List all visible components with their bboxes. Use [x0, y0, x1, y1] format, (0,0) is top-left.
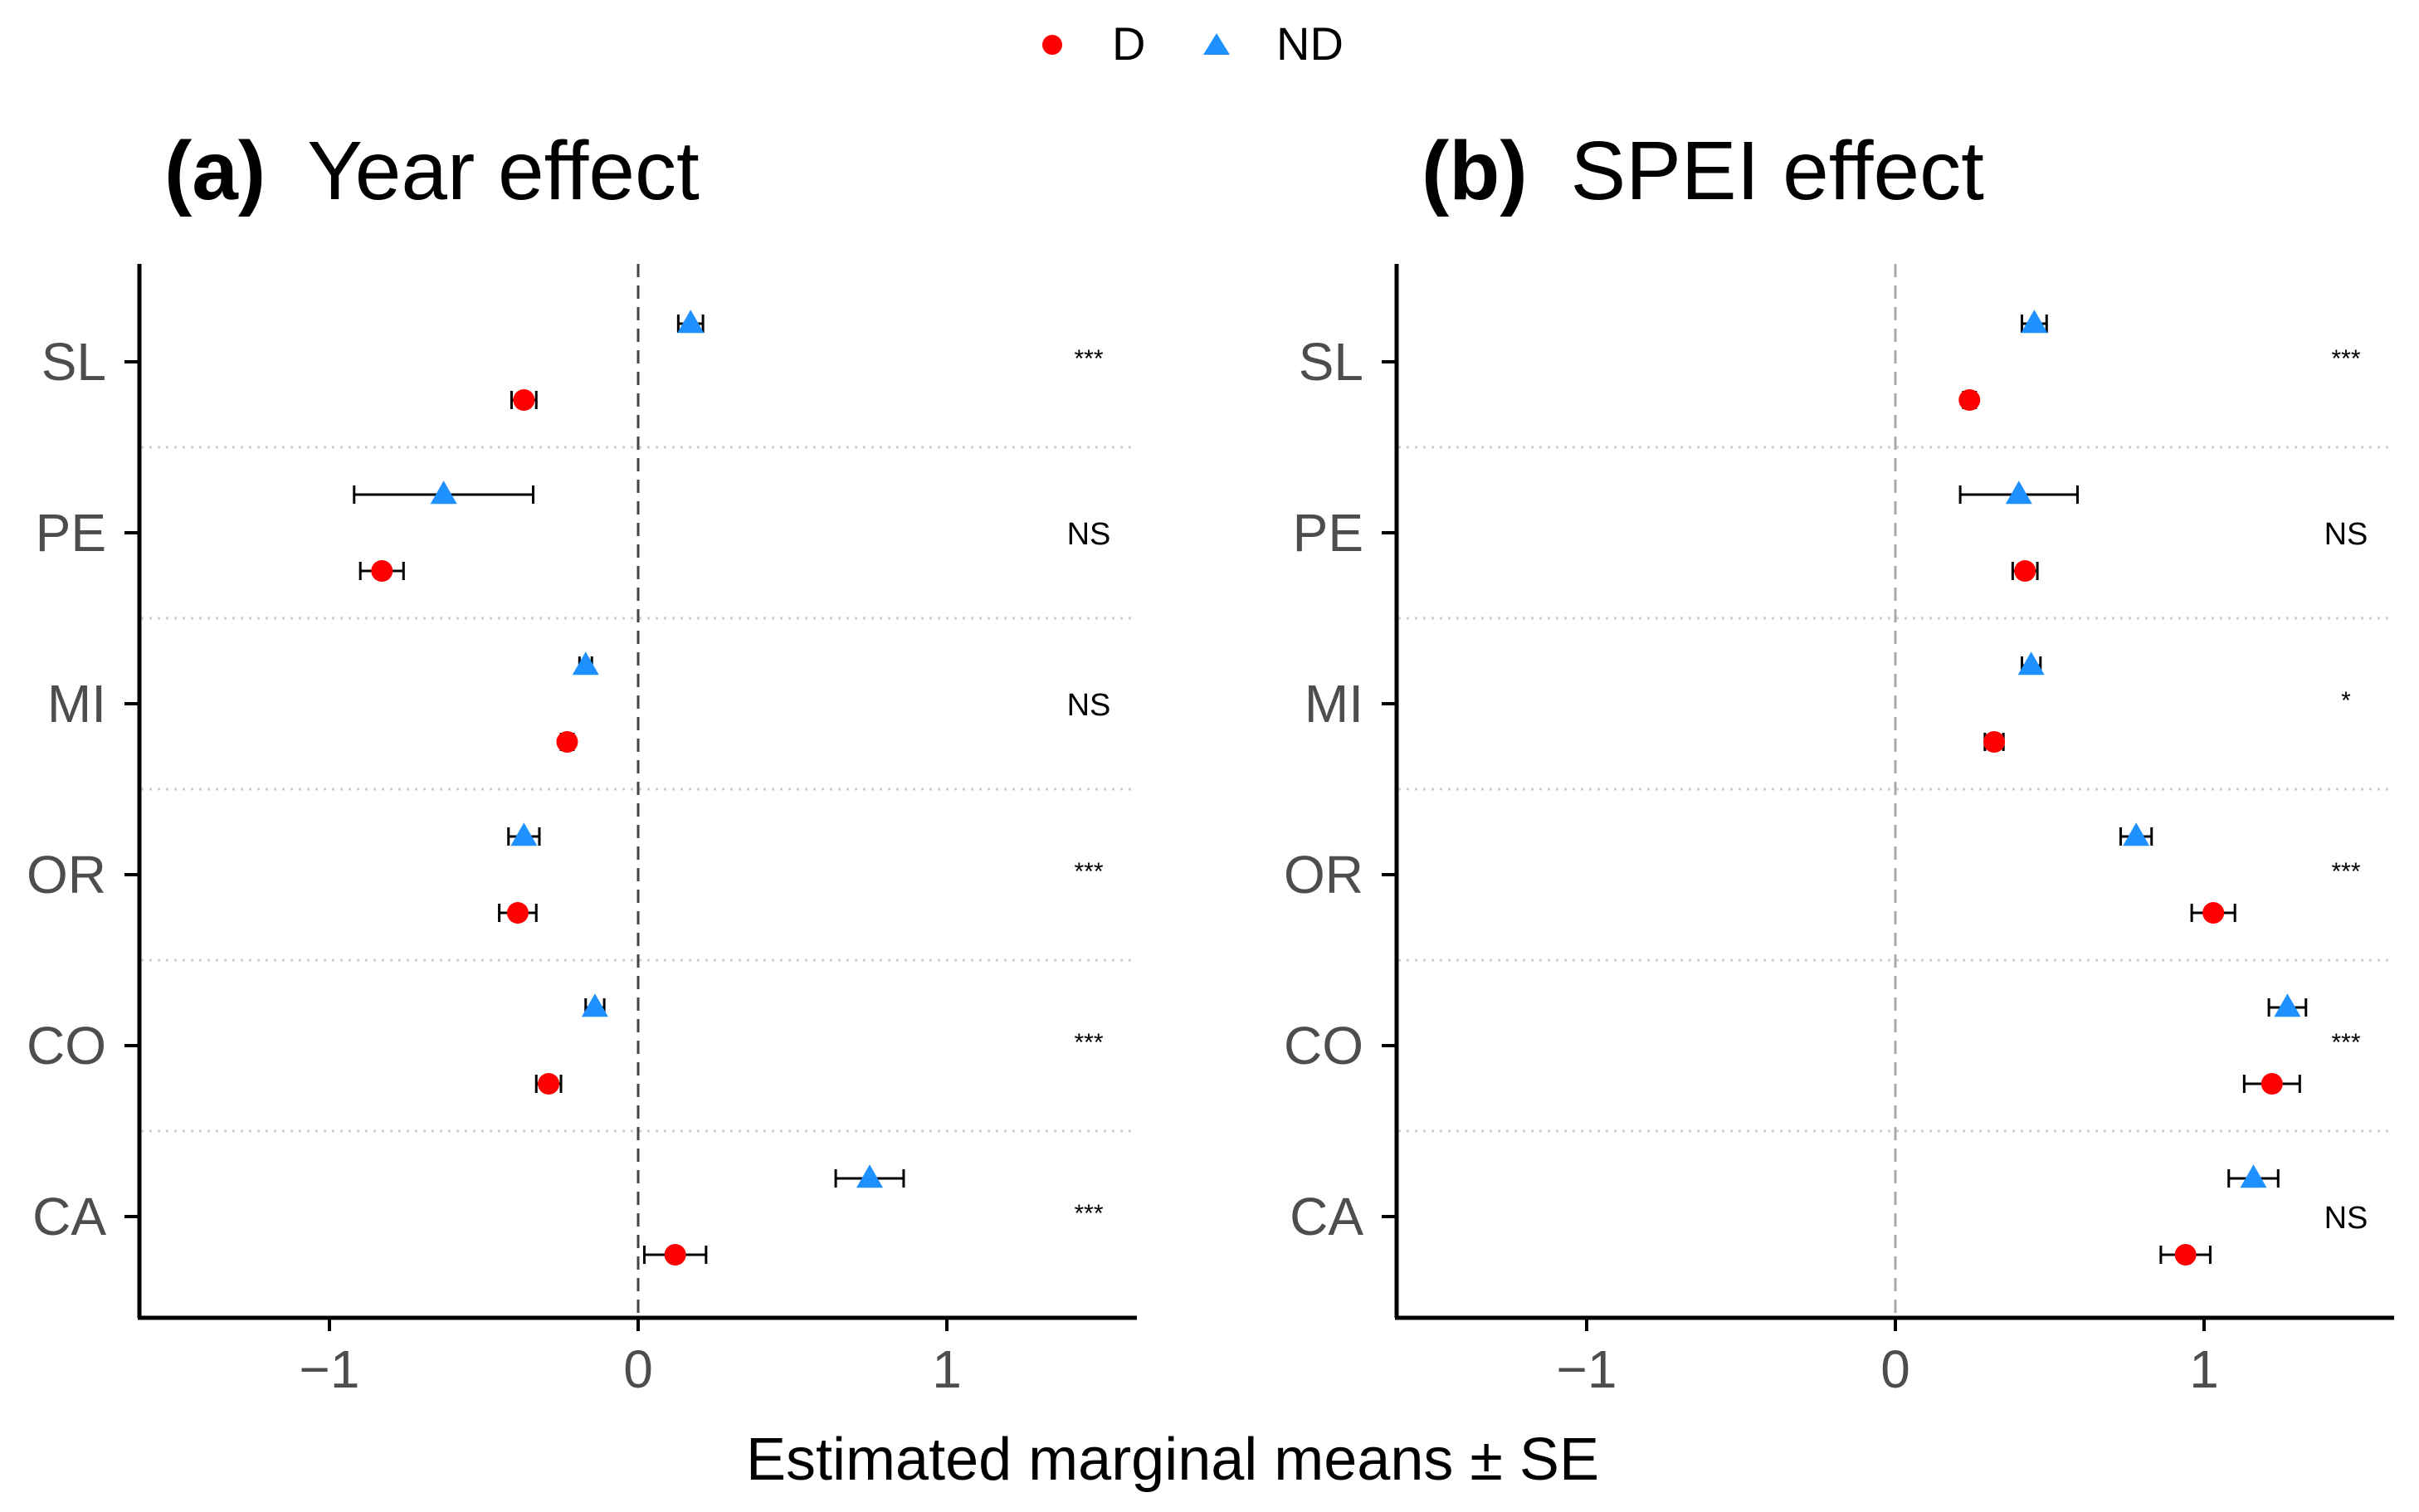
panel-b-d-ca-point [2174, 1244, 2197, 1266]
panel-b-category-label-mi: MI [1305, 674, 1363, 734]
panel-b-x-tick-label: 0 [1880, 1339, 1910, 1399]
panel-a-category-label-pe: PE [36, 503, 106, 563]
panel-a-nd-mi-point [572, 651, 599, 676]
panel-a-significance-pe: NS [1067, 517, 1111, 552]
panel-b-d-pe-point [2014, 560, 2036, 582]
panel-a-d-ca-point [664, 1244, 686, 1266]
panel-b-nd-pe-point [2005, 480, 2032, 505]
panel-year-effect: (a) Year effect −1 0 1 SL *** PE NS MI NS OR *** CO… [27, 124, 1137, 1399]
panel-a-plot: −1 0 1 SL *** PE NS MI NS OR *** CO *** CA *** [27, 264, 1137, 1399]
panel-a-category-label-ca: CA [32, 1187, 106, 1246]
panel-a-significance-ca: *** [1074, 1200, 1103, 1227]
panel-b-tag: (b) [1422, 124, 1528, 217]
panel-a-x-tick-label: 1 [932, 1339, 962, 1399]
svg-text:(a) Year effect: (a) Year effect [164, 124, 700, 217]
panel-b-nd-ca-point [2240, 1164, 2267, 1188]
panel-b-category-label-co: CO [1284, 1016, 1363, 1075]
panel-a-nd-or-point [510, 822, 538, 846]
panel-a-d-sl-point [513, 389, 535, 411]
panel-b-significance-ca: NS [2324, 1201, 2368, 1236]
panel-a-x-tick-label: −1 [300, 1339, 360, 1399]
svg-text:(b) SPEI effect: (b) SPEI effect [1422, 124, 1984, 217]
panel-b-nd-co-point [2274, 993, 2301, 1017]
panel-a-nd-ca-point [856, 1164, 883, 1188]
panel-a-nd-pe-point [430, 480, 457, 505]
panel-b-d-or-point [2202, 902, 2225, 924]
panel-spei-effect: (b) SPEI effect −1 0 1 SL *** PE NS MI * OR *** CO *… [1284, 124, 2394, 1399]
panel-b-significance-pe: NS [2324, 517, 2368, 552]
panel-b-nd-sl-point [2021, 310, 2048, 334]
panel-b-category-label-or: OR [1284, 845, 1363, 905]
panel-a-nd-co-point [581, 993, 608, 1017]
panel-a-significance-mi: NS [1067, 688, 1111, 723]
panel-b-category-label-ca: CA [1290, 1187, 1363, 1246]
panel-a-significance-or: *** [1074, 858, 1103, 885]
panel-b-significance-mi: * [2341, 687, 2351, 715]
panel-b-x-tick-label: 1 [2189, 1339, 2219, 1399]
panel-a-tag: (a) [164, 124, 266, 217]
panel-b-category-label-pe: PE [1293, 503, 1363, 563]
legend-label-d: D [1112, 17, 1145, 70]
panel-a-category-label-mi: MI [47, 674, 106, 734]
panel-a-title: Year effect [307, 124, 700, 217]
panel-a-category-label-sl: SL [41, 332, 106, 392]
panel-b-significance-co: *** [2331, 1029, 2360, 1056]
panel-a-category-label-or: OR [27, 845, 106, 905]
panel-b-significance-or: *** [2331, 858, 2360, 885]
x-axis-label: Estimated marginal means ± SE [746, 1427, 1599, 1493]
panel-b-title: SPEI effect [1570, 124, 1984, 217]
panel-b-d-mi-point [1983, 731, 2006, 753]
panel-b-x-tick-label: −1 [1557, 1339, 1617, 1399]
legend-nd-triangle-icon [1203, 33, 1230, 55]
panel-a-category-label-co: CO [27, 1016, 106, 1075]
panel-b-category-label-sl: SL [1299, 332, 1363, 392]
panel-a-d-pe-point [371, 560, 393, 582]
panel-b-nd-or-point [2123, 822, 2150, 846]
panel-b-d-co-point [2260, 1073, 2283, 1095]
panel-b-plot: −1 0 1 SL *** PE NS MI * OR *** CO *** CA NS [1284, 264, 2394, 1399]
panel-a-nd-sl-point [677, 310, 705, 334]
panel-a-x-tick-label: 0 [623, 1339, 653, 1399]
legend-label-nd: ND [1276, 17, 1344, 70]
panel-a-d-co-point [538, 1073, 560, 1095]
panel-b-nd-mi-point [2017, 651, 2045, 676]
legend: D ND [1042, 17, 1344, 70]
panel-a-d-or-point [506, 902, 529, 924]
panel-b-d-sl-point [1958, 389, 1981, 411]
panel-a-significance-sl: *** [1074, 345, 1103, 373]
legend-d-circle-icon [1042, 35, 1062, 55]
panel-a-d-mi-point [556, 731, 578, 753]
panel-b-significance-sl: *** [2331, 345, 2360, 373]
panel-a-significance-co: *** [1074, 1029, 1103, 1056]
